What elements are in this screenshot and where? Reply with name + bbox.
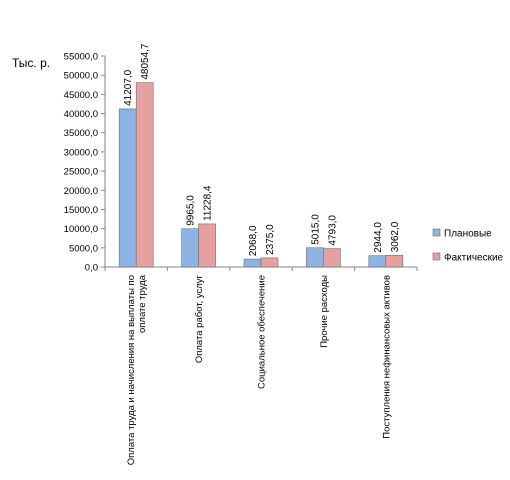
bar-planned bbox=[118, 108, 137, 268]
bar-actual bbox=[198, 223, 216, 268]
legend-swatch bbox=[432, 228, 441, 237]
data-label: 48054,7 bbox=[140, 43, 151, 80]
data-label: 41207,0 bbox=[123, 69, 134, 106]
y-tick-label: 10000,0 bbox=[64, 224, 98, 235]
data-label: 4793,0 bbox=[327, 215, 338, 246]
data-label: 3062,0 bbox=[390, 221, 401, 252]
y-tick-label: 25000,0 bbox=[64, 167, 98, 178]
data-label: 2068,0 bbox=[248, 225, 259, 256]
bar-planned bbox=[368, 255, 387, 268]
bar-planned bbox=[306, 247, 324, 268]
category-label: Прочие расходы bbox=[319, 275, 330, 348]
y-tick-label: 55000,0 bbox=[64, 52, 98, 63]
category-label: Поступления нефинансовых активов bbox=[381, 275, 392, 439]
category-label: Социальное обеспечение bbox=[257, 275, 268, 389]
category-label: Оплата работ, услуг bbox=[194, 274, 205, 363]
data-label: 2944,0 bbox=[373, 222, 384, 253]
y-tick-label: 50000,0 bbox=[64, 71, 98, 82]
legend-swatch bbox=[432, 252, 441, 261]
category-label: оплате труда bbox=[137, 274, 148, 333]
category-label: Оплата труда и начисления на выплаты по bbox=[126, 275, 137, 465]
bar-actual bbox=[385, 254, 404, 268]
data-label: 9965,0 bbox=[186, 195, 197, 226]
data-label: 11228,4 bbox=[203, 185, 214, 221]
bar-actual bbox=[323, 248, 341, 268]
bar-actual bbox=[135, 82, 154, 268]
y-tick-label: 5000,0 bbox=[69, 243, 98, 254]
data-label: 5015,0 bbox=[310, 214, 321, 245]
y-tick-label: 45000,0 bbox=[64, 90, 98, 101]
y-tick-label: 20000,0 bbox=[64, 186, 98, 197]
y-axis-unit-label: Тыс. р. bbox=[12, 56, 51, 70]
y-tick-label: 15000,0 bbox=[64, 205, 98, 216]
bar-planned bbox=[243, 258, 262, 268]
data-label: 2375,0 bbox=[265, 224, 276, 255]
bar-actual bbox=[260, 257, 279, 268]
y-tick-label: 35000,0 bbox=[64, 128, 98, 139]
legend-label: Фактические bbox=[444, 253, 504, 264]
legend-label: Плановые bbox=[444, 229, 492, 240]
bar-planned bbox=[181, 228, 199, 268]
y-tick-label: 30000,0 bbox=[64, 147, 98, 158]
y-tick-label: 40000,0 bbox=[64, 109, 98, 120]
y-tick-label: 0,0 bbox=[85, 263, 98, 274]
